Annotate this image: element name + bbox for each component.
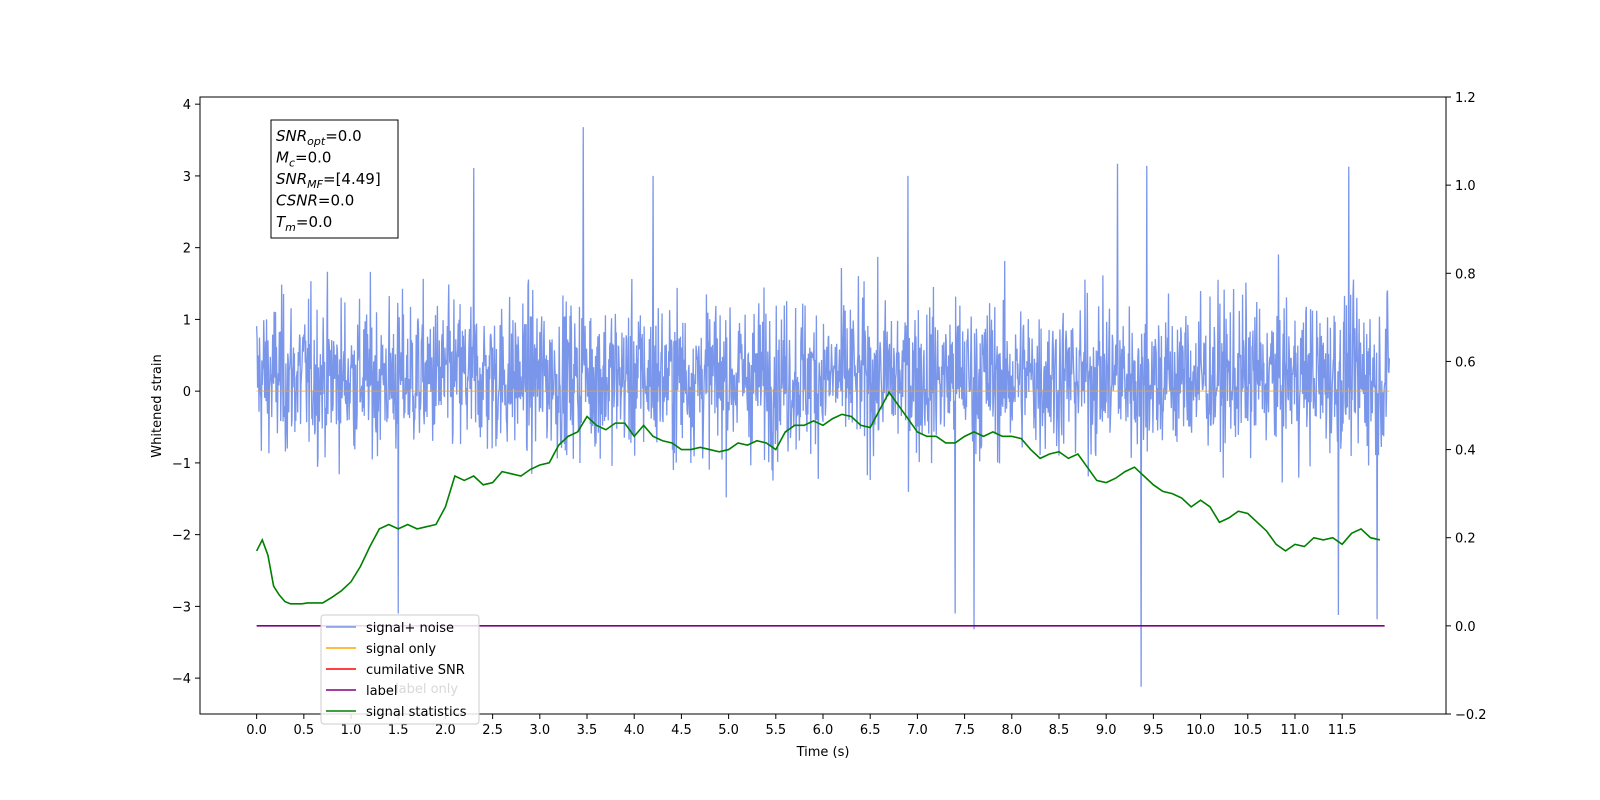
legend-label: cumilative SNR (366, 663, 465, 678)
info-sub: c (289, 157, 295, 170)
x-tick-label: 5.0 (718, 723, 739, 738)
y2-tick-label: 0.6 (1455, 355, 1476, 370)
info-var: CSNR (276, 192, 318, 210)
x-tick-label: 10.5 (1233, 723, 1262, 738)
y-axis-left: −4 −3 −2 −1 0 1 2 3 4 (172, 98, 200, 687)
x-tick-label: 0.0 (246, 723, 267, 738)
x-tick-label: 6.0 (813, 723, 834, 738)
legend-frame (320, 614, 480, 725)
x-tick-label: 4.5 (671, 723, 692, 738)
y-axis-right: −0.2 0.0 0.2 0.4 0.6 0.8 1.0 1.2 (1446, 91, 1487, 723)
y2-tick-label: 0.4 (1455, 444, 1476, 459)
info-box-line: SNRMF=[4.49] (276, 170, 381, 191)
info-box-line: Mc=0.0 (276, 149, 331, 170)
legend-label: signal only (366, 642, 436, 657)
y-tick-label: −4 (172, 672, 191, 687)
info-var: M (276, 149, 289, 167)
info-value: =[4.49] (323, 170, 381, 188)
x-tick-label: 11.5 (1328, 723, 1357, 738)
y-tick-label: 0 (183, 385, 191, 400)
x-tick-label: 1.5 (388, 723, 409, 738)
y-tick-label: 3 (183, 170, 191, 185)
x-tick-label: 8.0 (1001, 723, 1022, 738)
x-tick-label: 5.5 (765, 723, 786, 738)
x-tick-label: 3.0 (529, 723, 550, 738)
y-tick-label: 1 (183, 313, 191, 328)
legend-label: signal+ noise (366, 621, 454, 636)
info-sub: MF (307, 178, 323, 191)
y-tick-label: −2 (172, 529, 191, 544)
info-sub: m (285, 221, 296, 234)
x-tick-label: 0.5 (293, 723, 314, 738)
info-box-line: CSNR=0.0 (276, 192, 354, 210)
y-tick-label: 4 (183, 98, 191, 113)
x-axis-label: Time (s) (796, 745, 850, 760)
x-tick-label: 1.0 (341, 723, 362, 738)
info-box: SNRopt=0.0Mc=0.0SNRMF=[4.49]CSNR=0.0Tm=0… (270, 119, 399, 239)
legend: label only signal+ noise signal only cumila… (320, 614, 480, 725)
x-tick-label: 3.5 (577, 723, 598, 738)
x-tick-label: 10.0 (1186, 723, 1215, 738)
y2-tick-label: 1.0 (1455, 179, 1476, 194)
x-tick-label: 6.5 (860, 723, 881, 738)
x-tick-label: 7.0 (907, 723, 928, 738)
info-sub: opt (307, 135, 326, 148)
series-line-signal-statistics (255, 390, 1381, 605)
info-value: =0.0 (318, 192, 354, 210)
series-line-signal-noise (255, 127, 1391, 687)
x-tick-label: 2.0 (435, 723, 456, 738)
x-axis: 0.0 0.5 1.0 1.5 2.0 2.5 3.0 3.5 4.0 4.5 5.0 5.5 6.0 6… (246, 714, 1357, 738)
x-tick-label: 4.0 (624, 723, 645, 738)
y2-tick-label: 0.0 (1455, 620, 1476, 635)
x-tick-label: 9.5 (1143, 723, 1164, 738)
x-tick-label: 8.5 (1049, 723, 1070, 738)
info-value: =0.0 (295, 149, 331, 167)
y-tick-label: 2 (183, 242, 191, 257)
y2-tick-label: −0.2 (1455, 708, 1487, 723)
info-box-line: Tm=0.0 (276, 213, 332, 234)
y2-tick-label: 0.8 (1455, 267, 1476, 282)
info-var: SNR (276, 170, 307, 188)
info-value: =0.0 (296, 213, 332, 231)
x-tick-label: 7.5 (954, 723, 975, 738)
y2-tick-label: 1.2 (1455, 91, 1476, 106)
y2-tick-label: 0.2 (1455, 532, 1476, 547)
y-axis-label: Whitened strain (150, 354, 165, 457)
info-value: =0.0 (325, 127, 361, 145)
y-tick-label: −3 (172, 600, 191, 615)
info-box-line: SNRopt=0.0 (276, 127, 362, 148)
x-tick-label: 2.5 (482, 723, 503, 738)
x-tick-label: 11.0 (1280, 723, 1309, 738)
legend-label: signal statistics (366, 705, 467, 720)
legend-hidden-text: label only (395, 682, 458, 697)
y-tick-label: −1 (172, 457, 191, 472)
info-var: T (276, 213, 287, 231)
legend-label: label (366, 684, 397, 699)
x-tick-label: 9.0 (1096, 723, 1117, 738)
info-var: SNR (276, 127, 307, 145)
info-box-frame (270, 119, 399, 239)
